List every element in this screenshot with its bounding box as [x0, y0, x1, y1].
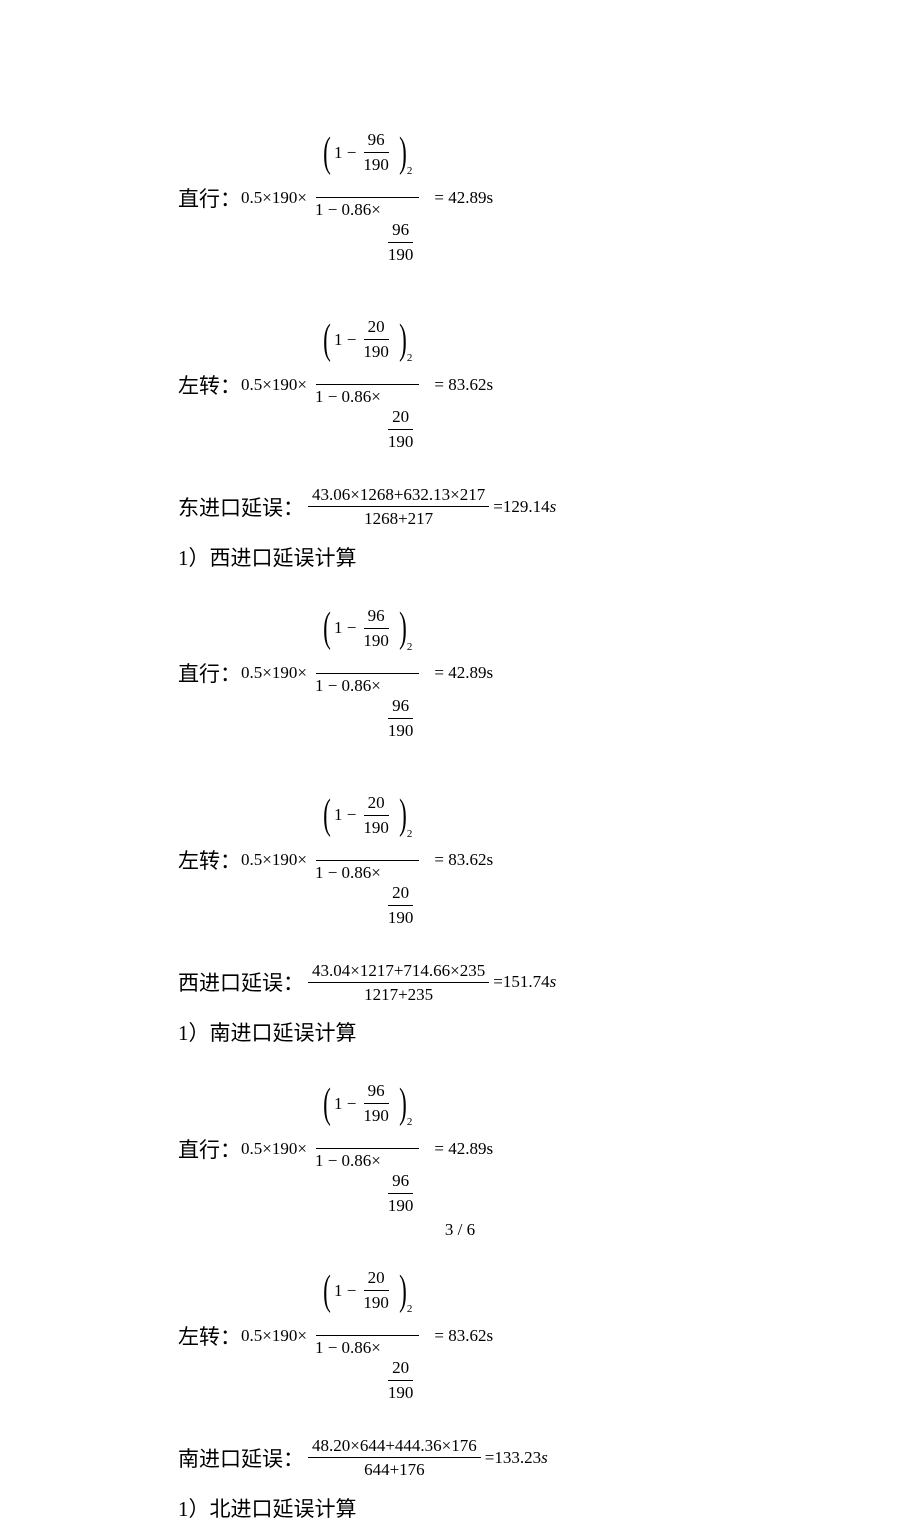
label-left: 左转： — [178, 845, 241, 875]
south-straight-line: 直行： 0.5×190× ( 1 − 96190 ) 2 1 − 0. — [178, 1061, 742, 1236]
east-straight-line: 直行： 0.5×190× ( 1 − 96190 ) 2 1 − 0. — [178, 110, 742, 285]
label-straight: 直行： — [178, 183, 241, 213]
east-delay-line: 东进口延误： 43.06×1268+632.13×217 1268+217 =1… — [178, 484, 742, 530]
south-delay-line: 南进口延误： 48.20×644+444.36×176 644+176 =133… — [178, 1435, 742, 1481]
page-footer: 3 / 6 — [0, 1220, 920, 1240]
west-delay-line: 西进口延误： 43.04×1217+714.66×235 1217+235 =1… — [178, 960, 742, 1006]
label-straight: 直行： — [178, 658, 241, 688]
east-left-line: 左转： 0.5×190× ( 1 − 20190 ) 2 1 − 0. — [178, 297, 742, 472]
west-left-result: = 83.62s — [434, 850, 493, 870]
heading-south: 1）南进口延误计算 — [178, 1017, 742, 1047]
label-west-delay: 西进口延误： — [178, 967, 304, 997]
south-delay-formula: 48.20×644+444.36×176 644+176 =133.23s — [304, 1435, 548, 1481]
west-straight-formula: 0.5×190× ( 1 − 96190 ) 2 1 − 0.86× 9 — [241, 586, 493, 761]
west-delay-formula: 43.04×1217+714.66×235 1217+235 =151.74s — [304, 960, 556, 1006]
south-left-formula: 0.5×190× ( 1 − 20190 ) 2 1 − 0.86× 2 — [241, 1248, 493, 1423]
south-straight-result: = 42.89s — [434, 1139, 493, 1159]
east-straight-formula: 0.5×190× ( 1 − 96190 ) 2 1 − 0.86× 9 — [241, 110, 493, 285]
west-left-formula: 0.5×190× ( 1 − 20190 ) 2 1 − 0.86× 2 — [241, 773, 493, 948]
east-left-formula: 0.5×190× ( 1 − 20190 ) 2 1 − 0.86× 2 — [241, 297, 493, 472]
east-left-result: = 83.62s — [434, 375, 493, 395]
label-left: 左转： — [178, 370, 241, 400]
south-left-result: = 83.62s — [434, 1326, 493, 1346]
label-left: 左转： — [178, 1321, 241, 1351]
heading-west: 1）西进口延误计算 — [178, 542, 742, 572]
south-left-line: 左转： 0.5×190× ( 1 − 20190 ) 2 1 − 0. — [178, 1248, 742, 1423]
south-straight-formula: 0.5×190× ( 1 − 96190 ) 2 1 − 0.86× 9 — [241, 1061, 493, 1236]
label-straight: 直行： — [178, 1134, 241, 1164]
heading-north: 1）北进口延误计算 — [178, 1493, 742, 1523]
page: 直行： 0.5×190× ( 1 − 96190 ) 2 1 − 0. — [0, 0, 920, 1302]
west-straight-result: = 42.89s — [434, 663, 493, 683]
east-delay-formula: 43.06×1268+632.13×217 1268+217 =129.14s — [304, 484, 556, 530]
west-left-line: 左转： 0.5×190× ( 1 − 20190 ) 2 1 − 0. — [178, 773, 742, 948]
label-south-delay: 南进口延误： — [178, 1443, 304, 1473]
west-straight-line: 直行： 0.5×190× ( 1 − 96190 ) 2 1 − 0. — [178, 586, 742, 761]
east-straight-result: = 42.89s — [434, 188, 493, 208]
label-east-delay: 东进口延误： — [178, 492, 304, 522]
